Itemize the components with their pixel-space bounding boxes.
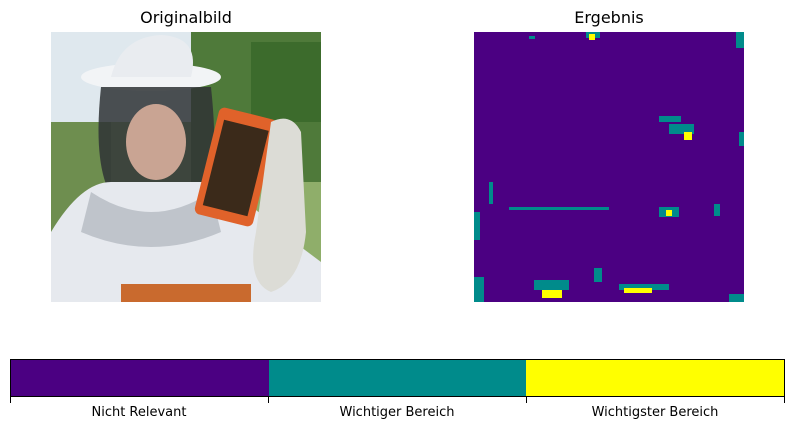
colorbar bbox=[10, 359, 785, 397]
colorbar-label-important: Wichtiger Bereich bbox=[339, 405, 455, 420]
colorbar-segment-not-relevant bbox=[11, 360, 269, 396]
colorbar-label-not-relevant: Nicht Relevant bbox=[91, 405, 187, 420]
colorbar-segment-most-important bbox=[526, 360, 785, 396]
colorbar-tick bbox=[526, 397, 527, 403]
colorbar-segment-important bbox=[268, 360, 527, 396]
original-image-title: Originalbild bbox=[140, 8, 232, 27]
colorbar-tick bbox=[10, 397, 11, 403]
result-heatmap bbox=[474, 32, 744, 302]
original-image bbox=[51, 32, 321, 302]
result-title: Ergebnis bbox=[574, 8, 644, 27]
colorbar-tick bbox=[268, 397, 269, 403]
colorbar-tick bbox=[784, 397, 785, 403]
colorbar-label-most-important: Wichtigster Bereich bbox=[591, 405, 719, 420]
